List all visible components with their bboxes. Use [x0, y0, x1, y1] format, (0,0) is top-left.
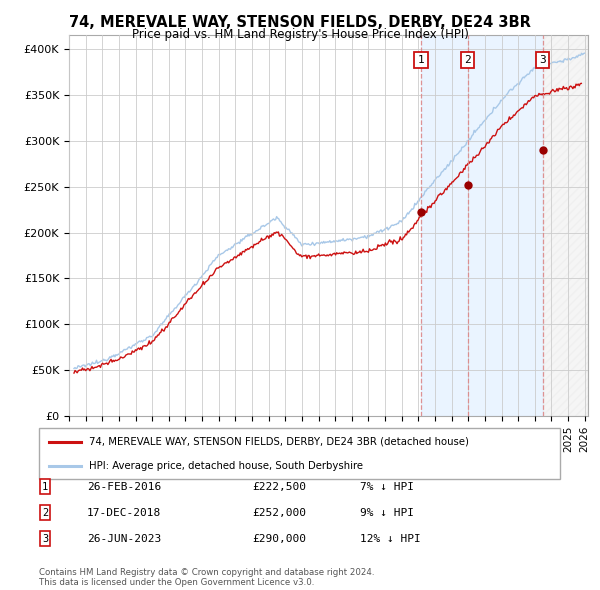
Text: 74, MEREVALE WAY, STENSON FIELDS, DERBY, DE24 3BR: 74, MEREVALE WAY, STENSON FIELDS, DERBY,… — [69, 15, 531, 30]
Text: 74, MEREVALE WAY, STENSON FIELDS, DERBY, DE24 3BR (detached house): 74, MEREVALE WAY, STENSON FIELDS, DERBY,… — [89, 437, 469, 447]
Text: 1: 1 — [42, 482, 48, 491]
Bar — [543, 35, 588, 416]
Text: 3: 3 — [42, 534, 48, 543]
Text: 26-FEB-2016: 26-FEB-2016 — [87, 482, 161, 491]
FancyBboxPatch shape — [38, 428, 560, 479]
Text: 12% ↓ HPI: 12% ↓ HPI — [360, 534, 421, 543]
Text: £290,000: £290,000 — [252, 534, 306, 543]
Text: 17-DEC-2018: 17-DEC-2018 — [87, 508, 161, 517]
Text: 9% ↓ HPI: 9% ↓ HPI — [360, 508, 414, 517]
Text: 2: 2 — [464, 55, 471, 65]
Text: 1: 1 — [418, 55, 424, 65]
Text: Contains HM Land Registry data © Crown copyright and database right 2024.
This d: Contains HM Land Registry data © Crown c… — [39, 568, 374, 587]
Text: £222,500: £222,500 — [252, 482, 306, 491]
Text: 7% ↓ HPI: 7% ↓ HPI — [360, 482, 414, 491]
Text: Price paid vs. HM Land Registry's House Price Index (HPI): Price paid vs. HM Land Registry's House … — [131, 28, 469, 41]
Text: 26-JUN-2023: 26-JUN-2023 — [87, 534, 161, 543]
Text: 2: 2 — [42, 508, 48, 517]
Text: 3: 3 — [539, 55, 546, 65]
Text: £252,000: £252,000 — [252, 508, 306, 517]
Bar — [421, 35, 543, 416]
Text: HPI: Average price, detached house, South Derbyshire: HPI: Average price, detached house, Sout… — [89, 461, 363, 471]
